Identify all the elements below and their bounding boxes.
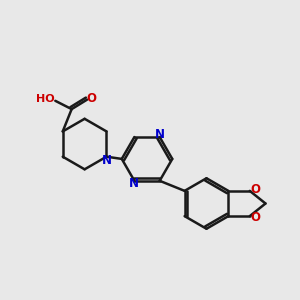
Text: O: O: [87, 92, 97, 105]
Text: N: N: [129, 177, 139, 190]
Text: N: N: [155, 128, 165, 141]
Text: HO: HO: [36, 94, 55, 104]
Text: O: O: [250, 211, 260, 224]
Text: O: O: [250, 183, 260, 196]
Text: N: N: [102, 154, 112, 167]
